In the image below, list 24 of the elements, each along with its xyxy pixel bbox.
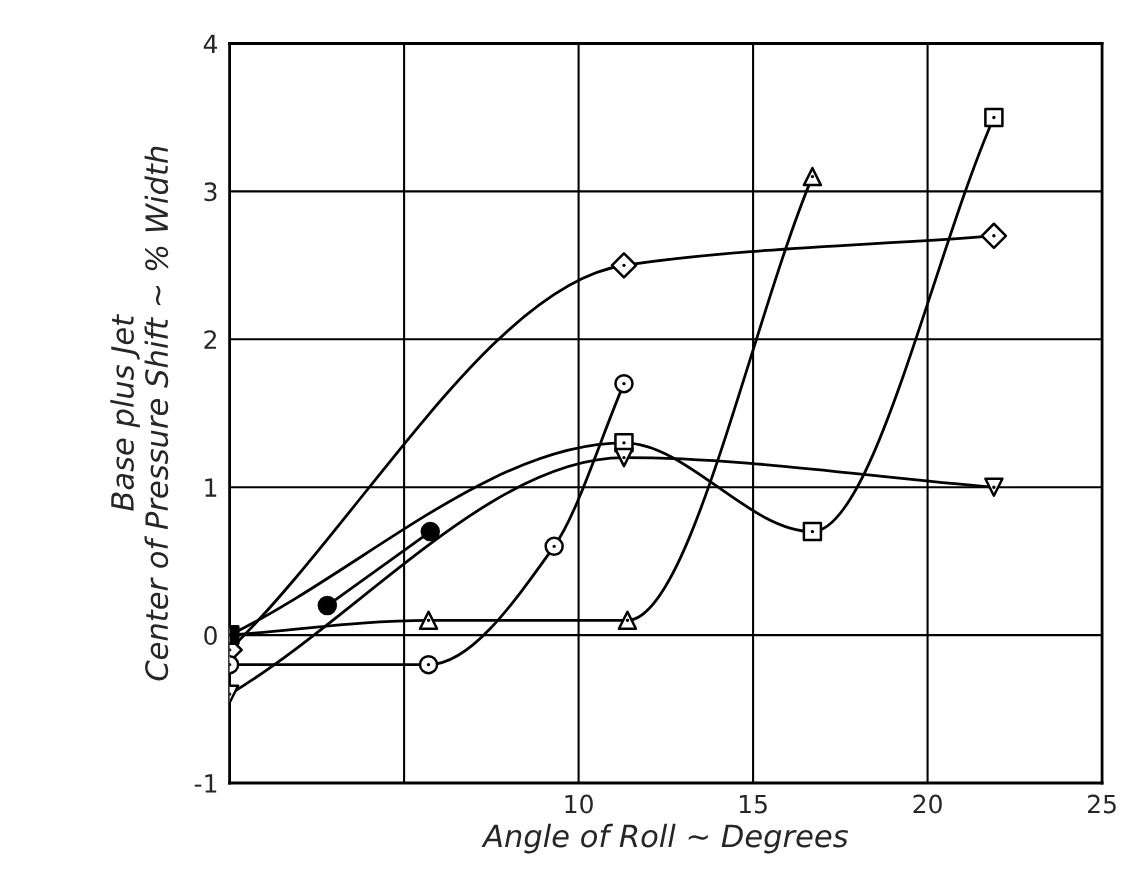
- point: [614, 447, 634, 468]
- point: [418, 654, 439, 675]
- point: [984, 477, 1004, 497]
- point: [617, 610, 638, 631]
- point: [984, 107, 1004, 128]
- x-tick-label: 20: [913, 794, 942, 814]
- y-tick-label: 0: [204, 626, 217, 645]
- point: [614, 373, 634, 394]
- point: [544, 536, 564, 557]
- y-tick-label: 4: [203, 34, 218, 53]
- y-axis-title: Base plus Jet Center of Pressure Shift ~ % Width: [110, 146, 169, 681]
- x-tick-label: 15: [739, 794, 767, 814]
- y-tick-label: 2: [204, 330, 216, 349]
- y-tick-label: 1: [205, 478, 217, 497]
- x-axis-title: Angle of Roll ~ Degrees: [481, 823, 848, 854]
- y-tick-label: 3: [204, 182, 217, 202]
- point: [418, 610, 439, 631]
- point: [610, 252, 638, 279]
- point: [980, 222, 1008, 250]
- point: [802, 521, 823, 542]
- x-tick-label: 10: [565, 794, 593, 814]
- y-tick-label: -1: [194, 774, 217, 793]
- x-tick-label: 25: [1088, 794, 1116, 814]
- point: [802, 166, 823, 187]
